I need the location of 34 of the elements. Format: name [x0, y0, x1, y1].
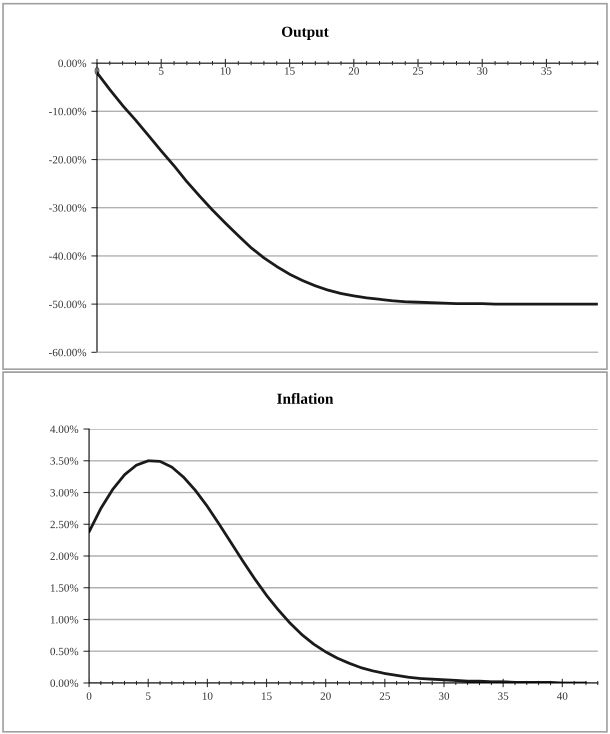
x-tick-label: 30	[438, 692, 450, 700]
y-tick-label: -40.00%	[49, 252, 86, 260]
x-tick-label: 20	[320, 692, 331, 700]
y-tick-label: 3.00%	[50, 488, 78, 497]
x-tick-label: 30	[477, 67, 488, 75]
y-tick-label: -10.00%	[49, 108, 86, 116]
x-tick-label: 35	[541, 67, 552, 75]
y-tick-label: -30.00%	[49, 204, 86, 212]
y-tick-label: 2.50%	[50, 520, 78, 528]
x-tick-label: 40	[556, 692, 568, 700]
y-tick-label: 1.50%	[50, 584, 78, 592]
y-tick-label: 3.50%	[50, 457, 78, 465]
y-tick-label: -50.00%	[49, 300, 86, 308]
x-tick-label: 20	[348, 67, 359, 75]
x-tick-label: 15	[285, 67, 295, 75]
y-tick-label: 0.00%	[58, 60, 86, 68]
x-tick-label: 0	[86, 692, 92, 700]
x-tick-label: 35	[498, 692, 508, 700]
x-tick-label: 10	[220, 67, 231, 75]
x-tick-label: 15	[262, 692, 272, 700]
x-tick-label: 25	[380, 692, 390, 700]
y-tick-label: 2.00%	[50, 552, 78, 560]
y-tick-label: -60.00%	[49, 348, 86, 356]
chart-title: Output	[282, 26, 329, 40]
x-tick-label: 10	[202, 692, 213, 700]
chart-title: Inflation	[277, 392, 334, 404]
y-tick-label: 0.00%	[50, 679, 78, 687]
y-tick-label: -20.00%	[49, 156, 86, 164]
x-tick-label: 5	[159, 67, 164, 75]
x-tick-label: 5	[146, 692, 151, 700]
y-tick-label: 1.00%	[50, 616, 78, 624]
x-tick-label: 25	[412, 67, 424, 75]
y-tick-label: 4.00%	[50, 425, 78, 434]
y-tick-label: 0.50%	[50, 648, 78, 656]
